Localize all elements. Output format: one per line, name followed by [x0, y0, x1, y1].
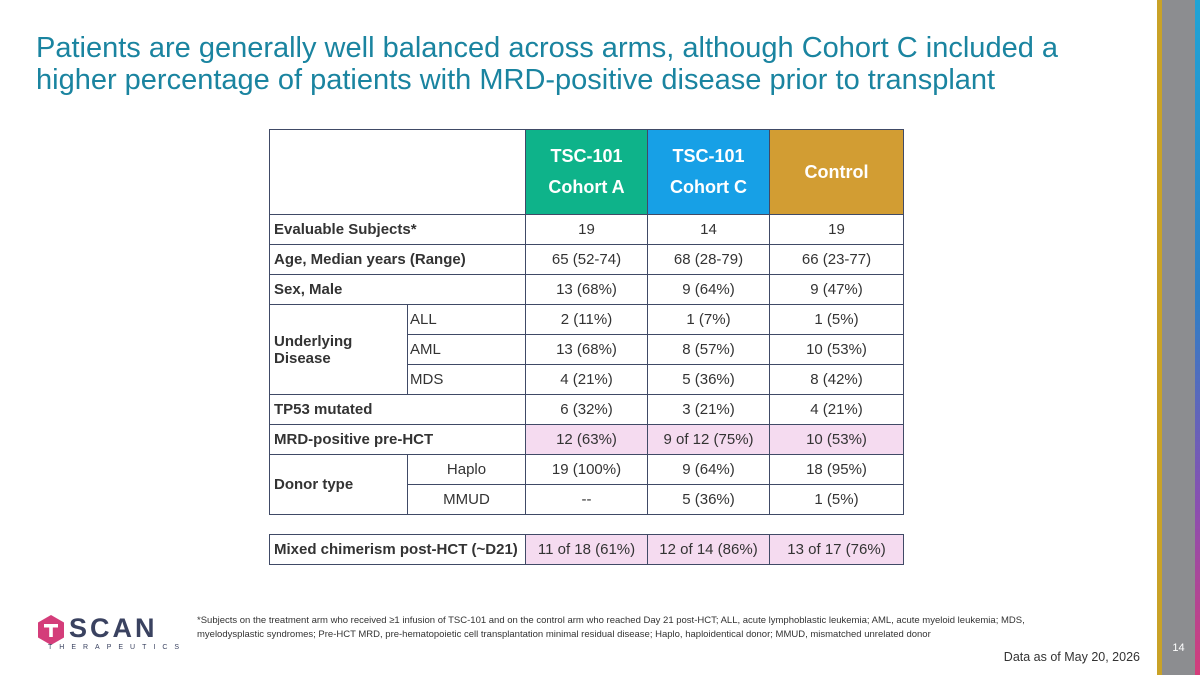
cell-control: 10 (53%)	[769, 424, 904, 455]
cell-cohort-a: 13 (68%)	[525, 334, 648, 365]
logo-wordmark: SCAN	[69, 613, 158, 643]
cell-control: 13 of 17 (76%)	[769, 534, 904, 565]
cell-cohort-a: 13 (68%)	[525, 274, 648, 305]
cell-cohort-a: 19 (100%)	[525, 454, 648, 485]
cell-cohort-c: 1 (7%)	[647, 304, 770, 335]
table-row: Sex, Male 13 (68%) 9 (64%) 9 (47%)	[269, 274, 904, 305]
cell-control: 10 (53%)	[769, 334, 904, 365]
cell-control: 66 (23-77)	[769, 244, 904, 275]
chimerism-table: Mixed chimerism post-HCT (~D21) 11 of 18…	[269, 534, 904, 565]
baseline-characteristics-table: TSC-101 Cohort A TSC-101 Cohort C Control …	[269, 129, 904, 515]
cell-cohort-a: 12 (63%)	[525, 424, 648, 455]
table-row: Underlying Disease ALL 2 (11%) 1 (7%) 1 …	[269, 304, 904, 395]
cell-cohort-c: 14	[647, 214, 770, 245]
sub-label: ALL	[407, 304, 526, 335]
cell-control: 1 (5%)	[769, 484, 904, 515]
cell-cohort-a: 6 (32%)	[525, 394, 648, 425]
cell-cohort-a: 11 of 18 (61%)	[525, 534, 648, 565]
row-label: Sex, Male	[269, 274, 526, 305]
cell-control: 19	[769, 214, 904, 245]
cell-cohort-c: 68 (28-79)	[647, 244, 770, 275]
header-control: Control	[769, 129, 904, 215]
cell-cohort-c: 9 (64%)	[647, 274, 770, 305]
sub-label: MMUD	[407, 484, 526, 515]
row-label-underlying-disease: Underlying Disease	[269, 304, 408, 395]
cell-cohort-a: --	[525, 484, 648, 515]
page-number: 14	[1172, 642, 1185, 654]
row-label-donor-type: Donor type	[269, 454, 408, 515]
cell-control: 4 (21%)	[769, 394, 904, 425]
header-row: TSC-101 Cohort A TSC-101 Cohort C Control	[269, 129, 904, 215]
cell-cohort-c: 9 (64%)	[647, 454, 770, 485]
sub-label: AML	[407, 334, 526, 365]
table-row: MDS 4 (21%) 5 (36%) 8 (42%)	[270, 364, 904, 395]
table-row: AML 13 (68%) 8 (57%) 10 (53%)	[270, 334, 904, 365]
table-row: Age, Median years (Range) 65 (52-74) 68 …	[269, 244, 904, 275]
cell-cohort-c: 3 (21%)	[647, 394, 770, 425]
cell-cohort-c: 5 (36%)	[647, 484, 770, 515]
cell-control: 8 (42%)	[769, 364, 904, 395]
slide-title: Patients are generally well balanced acr…	[36, 32, 1059, 96]
decorative-bar-gradient	[1195, 0, 1200, 675]
row-label: Evaluable Subjects*	[269, 214, 526, 245]
table-row-highlighted: Mixed chimerism post-HCT (~D21) 11 of 18…	[269, 534, 904, 565]
sub-label: Haplo	[407, 454, 526, 485]
data-date-note: Data as of May 20, 2026	[1003, 650, 1140, 664]
cell-control: 9 (47%)	[769, 274, 904, 305]
sub-label: MDS	[407, 364, 526, 395]
cell-cohort-a: 19	[525, 214, 648, 245]
row-label: TP53 mutated	[269, 394, 526, 425]
logo-hexagon-icon	[38, 615, 64, 645]
cell-cohort-c: 12 of 14 (86%)	[647, 534, 770, 565]
logo-tagline: THERAPEUTICS	[48, 644, 187, 651]
header-cohort-c: TSC-101 Cohort C	[647, 129, 770, 215]
row-label: MRD-positive pre-HCT	[269, 424, 526, 455]
cell-cohort-c: 9 of 12 (75%)	[647, 424, 770, 455]
cell-cohort-c: 8 (57%)	[647, 334, 770, 365]
table-row: TP53 mutated 6 (32%) 3 (21%) 4 (21%)	[269, 394, 904, 425]
company-logo: SCAN THERAPEUTICS	[36, 613, 179, 655]
header-corner	[269, 129, 526, 215]
decorative-bar-gold	[1157, 0, 1162, 675]
footnote: *Subjects on the treatment arm who recei…	[197, 615, 1025, 640]
table-row: MMUD -- 5 (36%) 1 (5%)	[270, 484, 904, 515]
cell-cohort-a: 65 (52-74)	[525, 244, 648, 275]
row-label: Mixed chimerism post-HCT (~D21)	[269, 534, 526, 565]
cell-control: 18 (95%)	[769, 454, 904, 485]
cell-cohort-a: 4 (21%)	[525, 364, 648, 395]
cell-control: 1 (5%)	[769, 304, 904, 335]
table-row: Evaluable Subjects* 19 14 19	[269, 214, 904, 245]
header-cohort-a: TSC-101 Cohort A	[525, 129, 648, 215]
table-row: Donor type Haplo 19 (100%) 9 (64%) 18 (9…	[269, 454, 904, 515]
cell-cohort-a: 2 (11%)	[525, 304, 648, 335]
table-row-highlighted: MRD-positive pre-HCT 12 (63%) 9 of 12 (7…	[269, 424, 904, 455]
decorative-bar-gray	[1162, 0, 1195, 675]
row-label: Age, Median years (Range)	[269, 244, 526, 275]
cell-cohort-c: 5 (36%)	[647, 364, 770, 395]
